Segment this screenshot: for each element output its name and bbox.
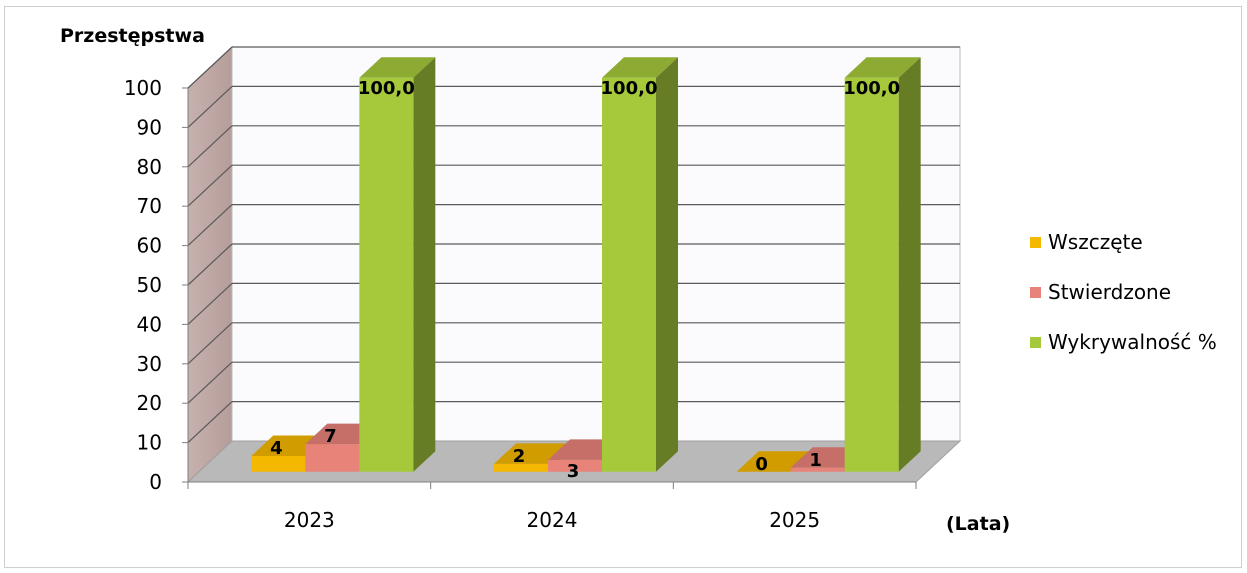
bar-side	[413, 57, 436, 472]
legend-swatch	[1030, 287, 1041, 298]
gridline-side	[187, 361, 233, 404]
y-axis: 0 10 20 30 40 50 60 70 80 90 100	[124, 76, 189, 494]
gridline-side	[187, 322, 233, 365]
y-tick-label: 100	[124, 76, 162, 100]
data-label: 7	[324, 426, 337, 447]
gridline-side	[187, 282, 233, 325]
bar	[602, 57, 678, 472]
bar-front	[548, 459, 602, 472]
data-label: 2	[513, 446, 526, 467]
x-tick-label: 2023	[284, 508, 335, 532]
y-tick-label: 20	[137, 391, 162, 415]
x-axis: 2023 2024 2025	[187, 481, 917, 532]
data-label: 100,0	[358, 78, 415, 99]
bar-side	[656, 57, 678, 472]
bar-front	[494, 463, 548, 472]
chart-frame	[4, 6, 1242, 568]
bars	[251, 57, 921, 472]
gridline-side	[187, 85, 233, 128]
gridline-side	[187, 401, 233, 444]
gridline-side	[187, 46, 233, 89]
bar-front	[844, 77, 899, 472]
y-tick-label: 40	[137, 312, 162, 336]
gridline-side	[187, 164, 233, 207]
legend: Wszczęte Stwierdzone Wykrywalność %	[1030, 230, 1217, 354]
data-labels: 4 2 0 7 3 1 100,0 100,0 100,0	[270, 78, 900, 482]
data-label: 100,0	[843, 78, 900, 99]
bar-front	[359, 77, 414, 472]
data-label: 0	[755, 454, 768, 475]
x-tick-label: 2025	[769, 508, 820, 532]
bar-top	[602, 57, 678, 78]
data-label: 3	[567, 461, 580, 482]
bar-front	[602, 77, 656, 472]
chart-walls	[186, 45, 962, 484]
legend-label: Stwierdzone	[1048, 280, 1171, 304]
legend-swatch	[1030, 237, 1041, 248]
y-tick-label: 50	[137, 273, 162, 297]
bar-top	[844, 57, 921, 78]
x-axis-title: (Lata)	[946, 513, 1010, 535]
bar-front	[305, 444, 360, 472]
data-label: 100,0	[601, 78, 658, 99]
legend-label: Wykrywalność %	[1048, 330, 1217, 354]
gridline-side	[187, 204, 233, 247]
bar-side	[898, 57, 921, 472]
legend-label: Wszczęte	[1048, 230, 1143, 254]
y-tick-label: 70	[137, 194, 162, 218]
y-tick-label: 10	[137, 431, 162, 455]
gridline-side	[187, 243, 233, 286]
bar-front	[790, 467, 845, 472]
y-axis-title: Przestępstwa	[60, 25, 205, 47]
bar	[844, 57, 921, 472]
bar	[359, 57, 436, 472]
y-tick-label: 80	[137, 155, 162, 179]
data-label: 4	[270, 438, 283, 459]
x-tick-label: 2024	[527, 508, 578, 532]
bar-top	[359, 57, 436, 78]
gridline-side	[187, 125, 233, 168]
y-tick-label: 60	[137, 234, 162, 258]
bar-front	[251, 455, 306, 472]
y-tick-label: 90	[137, 115, 162, 139]
gridlines	[187, 46, 960, 444]
legend-swatch	[1030, 337, 1041, 348]
data-label: 1	[809, 450, 822, 471]
y-tick-label: 0	[149, 470, 162, 494]
y-tick-label: 30	[137, 352, 162, 376]
